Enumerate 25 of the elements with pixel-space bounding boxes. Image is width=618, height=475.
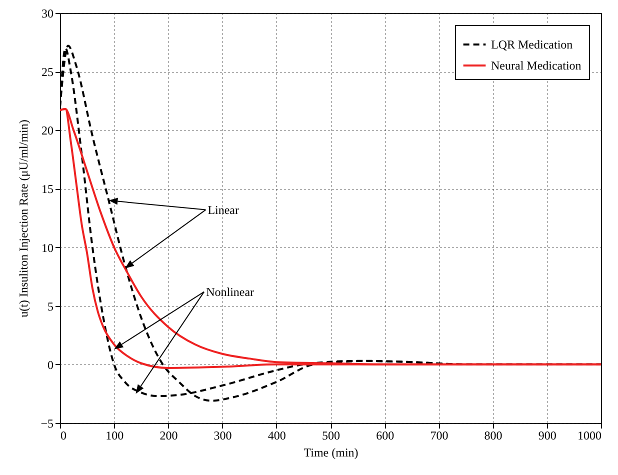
x-tick-label: 700 [430,428,448,442]
x-tick-label: 900 [538,428,556,442]
x-axis-title: Time (min) [304,446,358,460]
x-tick-label: 1000 [578,428,602,442]
x-tick-label: 0 [60,428,66,442]
x-tick-label: 800 [484,428,502,442]
legend-label: Neural Medication [491,58,582,72]
y-tick-label: 25 [42,65,54,80]
annotation: Nonlinear [206,284,254,299]
x-tick-label: 200 [160,428,178,442]
y-tick-label: 20 [42,124,54,138]
legend-label: LQR Medication [491,38,573,52]
y-tick-label: 0 [48,358,54,372]
x-tick-label: 500 [322,428,340,442]
y-tick-label: 10 [42,240,54,255]
x-tick-label: 100 [106,428,124,442]
annotation: Linear [208,202,240,217]
y-tick-label: 5 [48,299,54,314]
x-tick-label: 300 [214,428,232,442]
y-tick-label: 15 [42,182,54,196]
y-axis-title: u(t) Insuliton Injection Rate (μU/ml/min) [16,120,31,318]
x-tick-label: 400 [268,428,286,442]
x-tick-label: 600 [376,428,394,442]
y-tick-label: 30 [42,6,54,20]
y-tick-label: −5 [40,416,54,430]
